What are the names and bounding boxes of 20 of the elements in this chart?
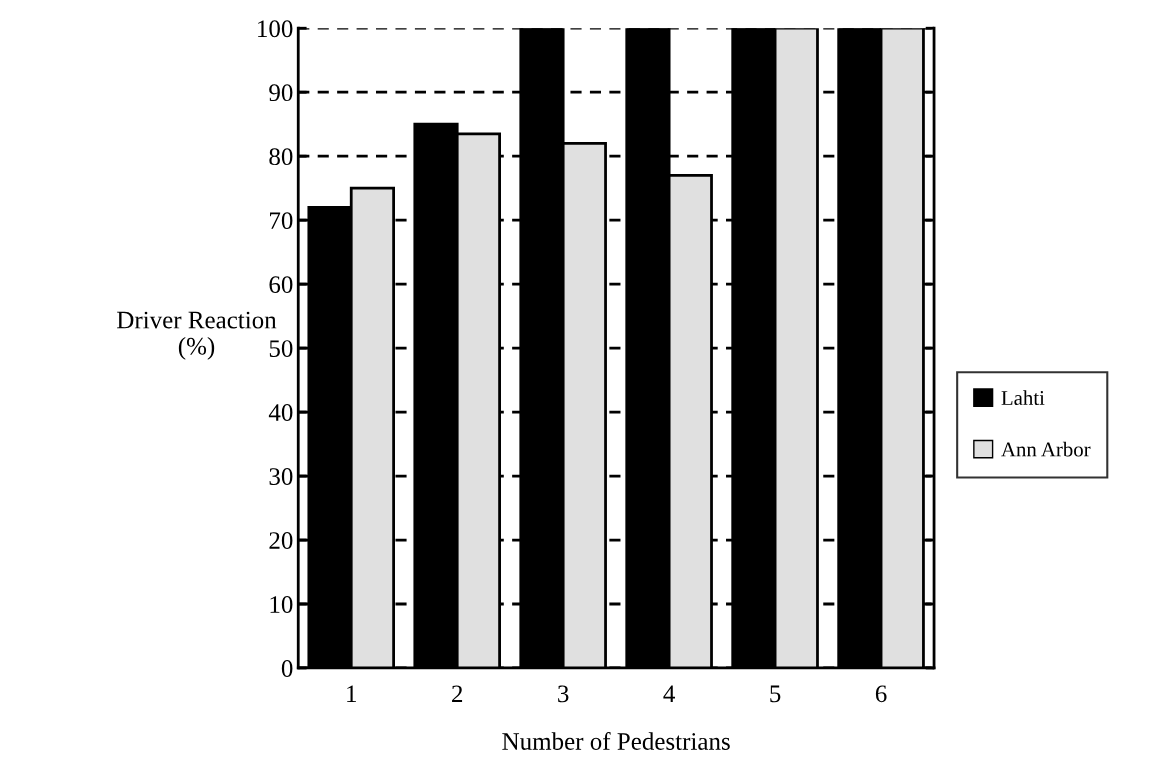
y-tick-label: 100	[258, 20, 293, 38]
y-tick-label: 40	[268, 404, 293, 421]
x-axis-title: Number of Pedestrians	[502, 732, 730, 750]
x-tick-label: 5	[770, 685, 781, 703]
y-tick-label: 0	[281, 660, 293, 677]
legend-label: Ann Arbor	[1001, 441, 1091, 457]
x-tick-label: 3	[558, 685, 569, 703]
y-tick-label: 90	[269, 84, 293, 102]
y-tick-label: 80	[269, 148, 293, 166]
x-tick-label: 1	[347, 685, 356, 702]
y-tick-label: 70	[270, 212, 293, 230]
x-tick-label: 6	[875, 685, 887, 703]
y-tick-label: 10	[270, 596, 293, 613]
x-tick-label: 2	[452, 685, 463, 702]
y-tick-label: 20	[269, 532, 293, 549]
y-tick-label: 50	[269, 340, 293, 358]
x-tick-label: 4	[663, 685, 675, 702]
y-tick-label: 30	[269, 468, 293, 485]
y-tick-label: 60	[269, 276, 293, 294]
legend-label: Lahti	[1001, 390, 1045, 406]
